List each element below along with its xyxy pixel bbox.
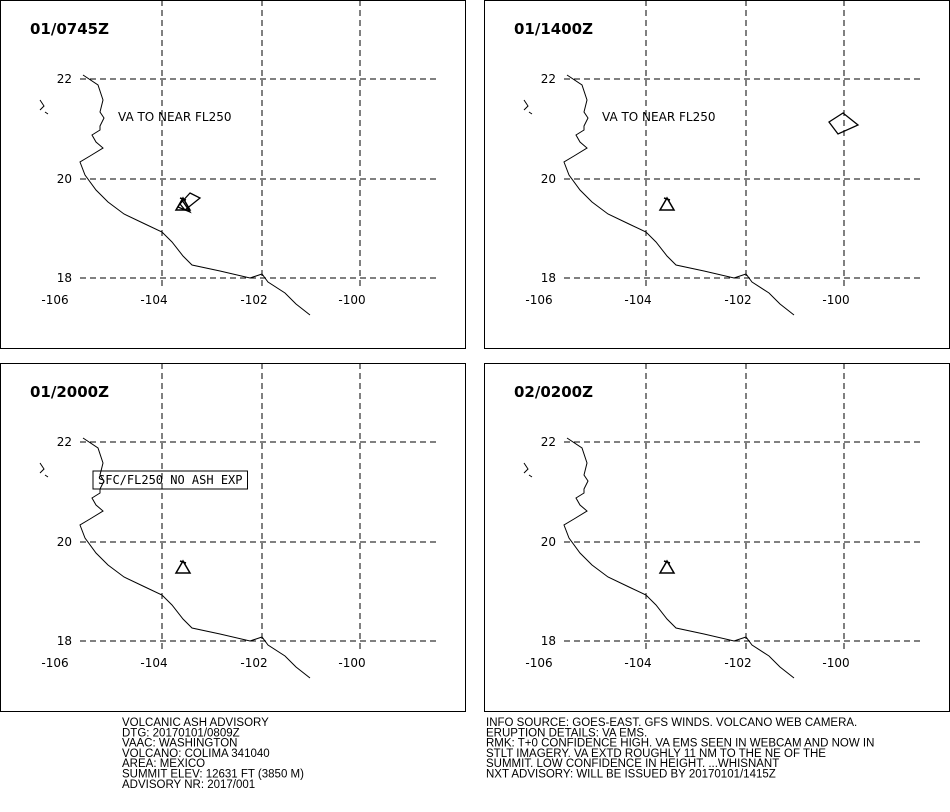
lon-label: -106: [525, 293, 552, 307]
valid-time: 01/0745Z: [30, 20, 109, 38]
lon-label: -106: [41, 293, 68, 307]
advisory-line: DTG: 20170101/0809Z: [122, 727, 240, 739]
volcano-symbol: [658, 196, 676, 211]
lon-label: -100: [822, 293, 849, 307]
lon-label: -102: [240, 656, 267, 670]
advisory-line: VAAC: WASHINGTON: [122, 738, 237, 750]
lat-label: 18: [57, 271, 72, 285]
advisory-line: VOLCANO: COLIMA 341040: [122, 748, 270, 760]
volcano-symbol: [174, 559, 192, 574]
lon-label: -104: [624, 293, 651, 307]
lon-label: -104: [140, 293, 167, 307]
valid-time: 01/1400Z: [514, 20, 593, 38]
lat-label: 18: [541, 271, 556, 285]
lon-label: -104: [140, 656, 167, 670]
lon-label: -100: [822, 656, 849, 670]
island: [523, 462, 533, 478]
lat-label: 20: [541, 172, 556, 186]
annotation: VA TO NEAR FL250: [118, 110, 231, 124]
advisory-line: SUMMIT ELEV: 12631 FT (3850 M): [122, 769, 304, 781]
lon-label: -100: [338, 656, 365, 670]
lat-label: 22: [541, 435, 556, 449]
lon-label: -106: [525, 656, 552, 670]
advisory-line: NXT ADVISORY: WILL BE ISSUED BY 20170101…: [486, 769, 776, 781]
lat-label: 18: [57, 634, 72, 648]
lat-label: 22: [57, 435, 72, 449]
island: [39, 462, 49, 478]
advisory-line: ERUPTION DETAILS: VA EMS.: [486, 727, 647, 739]
advisory-line: VOLCANIC ASH ADVISORY: [122, 717, 269, 729]
valid-time: 02/0200Z: [514, 383, 593, 401]
coastline: [79, 74, 311, 316]
advisory-line: STLT IMAGERY. VA EXTD ROUGHLY 11 NM TO T…: [486, 748, 826, 760]
coastline: [79, 437, 311, 679]
lon-label: -102: [724, 656, 751, 670]
ash-cloud: [828, 112, 860, 135]
coastline: [563, 74, 795, 316]
island: [523, 99, 533, 115]
valid-time: 01/2000Z: [30, 383, 109, 401]
panel-border: [0, 363, 466, 712]
lat-label: 20: [541, 535, 556, 549]
advisory-line: INFO SOURCE: GOES-EAST. GFS WINDS. VOLCA…: [486, 717, 857, 729]
lon-label: -100: [338, 293, 365, 307]
lon-label: -104: [624, 656, 651, 670]
lon-label: -106: [41, 656, 68, 670]
lat-label: 18: [541, 634, 556, 648]
panel-border: [0, 0, 466, 349]
lat-label: 22: [541, 72, 556, 86]
volcano-symbol: [658, 559, 676, 574]
lon-label: -102: [240, 293, 267, 307]
coastline: [563, 437, 795, 679]
map-panel: 22 20 18 -106 -104 -102 -100 01/0745Z VA TO NEAR…: [0, 0, 466, 349]
advisory-line: RMK: T+0 CONFIDENCE HIGH. VA EMS SEEN IN…: [486, 738, 874, 750]
annotation-box: [92, 470, 248, 490]
map-panel: 22 20 18 -106 -104 -102 -100 01/2000Z SFC/FL250 …: [0, 363, 466, 712]
lat-label: 22: [57, 72, 72, 86]
advisory-line: SUMMIT. LOW CONFIDENCE IN HEIGHT. ...WHI…: [486, 758, 779, 770]
island: [39, 99, 49, 115]
advisory-line: ADVISORY NR: 2017/001: [122, 779, 255, 791]
ash-cloud: [177, 192, 202, 214]
lat-label: 20: [57, 172, 72, 186]
lon-label: -102: [724, 293, 751, 307]
lat-label: 20: [57, 535, 72, 549]
annotation: VA TO NEAR FL250: [602, 110, 715, 124]
annotation: SFC/FL250 NO ASH EXP: [98, 473, 243, 487]
map-panel: 22 20 18 -106 -104 -102 -100 01/1400Z VA TO NEAR…: [484, 0, 950, 349]
advisory-line: AREA: MEXICO: [122, 758, 205, 770]
